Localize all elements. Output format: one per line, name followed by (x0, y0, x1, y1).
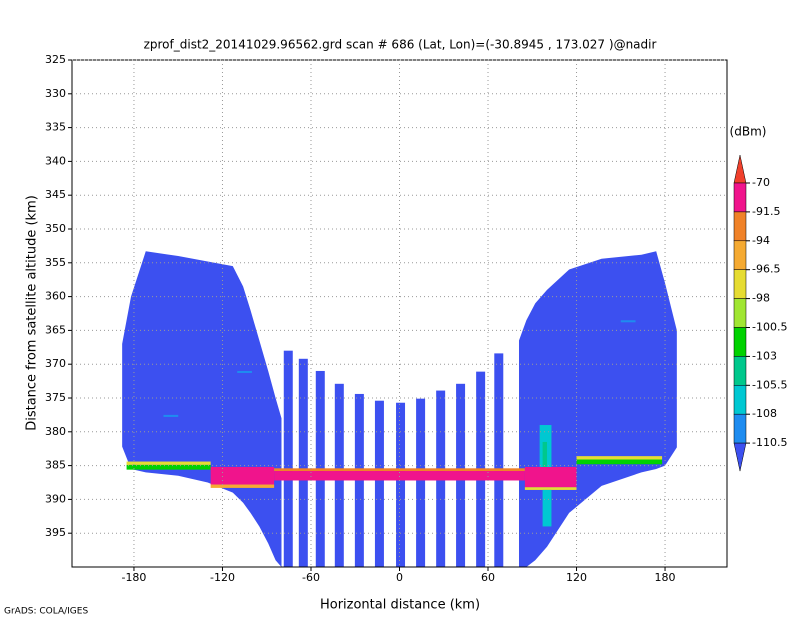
colorbar-label: -105.5 (752, 378, 787, 391)
y-tick-label: 360 (45, 290, 66, 303)
colorbar-label: -94 (752, 234, 770, 247)
plot-area (122, 251, 677, 567)
y-tick-label: 365 (45, 323, 66, 336)
y-tick-label: 330 (45, 87, 66, 100)
colorbar-label: -98 (752, 292, 770, 305)
y-tick-label: 380 (45, 425, 66, 438)
echo (542, 441, 548, 467)
x-tick-label: 120 (566, 571, 587, 584)
colorbar-cell (733, 240, 747, 270)
y-tick-label: 345 (45, 188, 66, 201)
echo (524, 487, 577, 490)
y-tick-label: 335 (45, 121, 66, 134)
colorbar-label: -103 (752, 349, 777, 362)
y-tick-label: 325 (45, 53, 66, 66)
y-tick-label: 385 (45, 459, 66, 472)
x-tick-label: 0 (396, 571, 403, 584)
colorbar-unit: (dBm) (730, 125, 767, 139)
column (283, 350, 293, 567)
echo (620, 320, 636, 323)
x-tick-label: 60 (481, 571, 495, 584)
column (374, 400, 384, 567)
column (298, 358, 308, 567)
echo (210, 484, 275, 488)
y-tick-label: 340 (45, 154, 66, 167)
y-tick-label: 395 (45, 526, 66, 539)
swath (122, 251, 282, 567)
y-tick-label: 390 (45, 492, 66, 505)
echo (126, 464, 211, 470)
y-tick-label: 375 (45, 391, 66, 404)
colorbar-cell (733, 182, 747, 213)
colorbar-cell (733, 298, 747, 328)
y-tick-label: 370 (45, 357, 66, 370)
colorbar-cell (733, 356, 747, 386)
colorbar-label: -70 (752, 176, 770, 189)
x-tick-label: -120 (210, 571, 235, 584)
column (416, 398, 426, 567)
colorbar-label: -91.5 (752, 205, 780, 218)
column (494, 353, 504, 567)
echo (542, 489, 552, 527)
footer: GrADS: COLA/IGES (4, 607, 88, 617)
column (396, 402, 406, 567)
echo (274, 468, 525, 472)
colorbar-cell (733, 385, 747, 415)
colorbar-cell (733, 269, 747, 299)
echo (163, 414, 179, 417)
colorbar-cell (733, 327, 747, 357)
colorbar-cell (733, 442, 747, 472)
colorbar-cell (733, 413, 747, 444)
chart-title: zprof_dist2_20141029.96562.grd scan # 68… (144, 38, 657, 52)
x-tick-label: -180 (121, 571, 146, 584)
echo (524, 466, 577, 488)
echo (210, 466, 275, 485)
colorbar-label: -110.5 (752, 436, 787, 449)
y-axis-label: Distance from satellite altitude (km) (25, 195, 40, 431)
x-tick-label: -60 (302, 571, 320, 584)
x-tick-label: 180 (655, 571, 676, 584)
echo (274, 471, 525, 481)
y-tick-label: 350 (45, 222, 66, 235)
colorbar-label: -108 (752, 407, 777, 420)
y-tick-label: 355 (45, 256, 66, 269)
colorbar-label: -96.5 (752, 263, 780, 276)
echo (126, 461, 211, 465)
x-axis-label: Horizontal distance (km) (320, 598, 480, 613)
echo (576, 456, 663, 460)
echo (237, 370, 252, 373)
colorbar-cell (733, 211, 747, 242)
colorbar-cell (733, 154, 747, 184)
echo (576, 459, 663, 465)
colorbar-label: -100.5 (752, 321, 787, 334)
